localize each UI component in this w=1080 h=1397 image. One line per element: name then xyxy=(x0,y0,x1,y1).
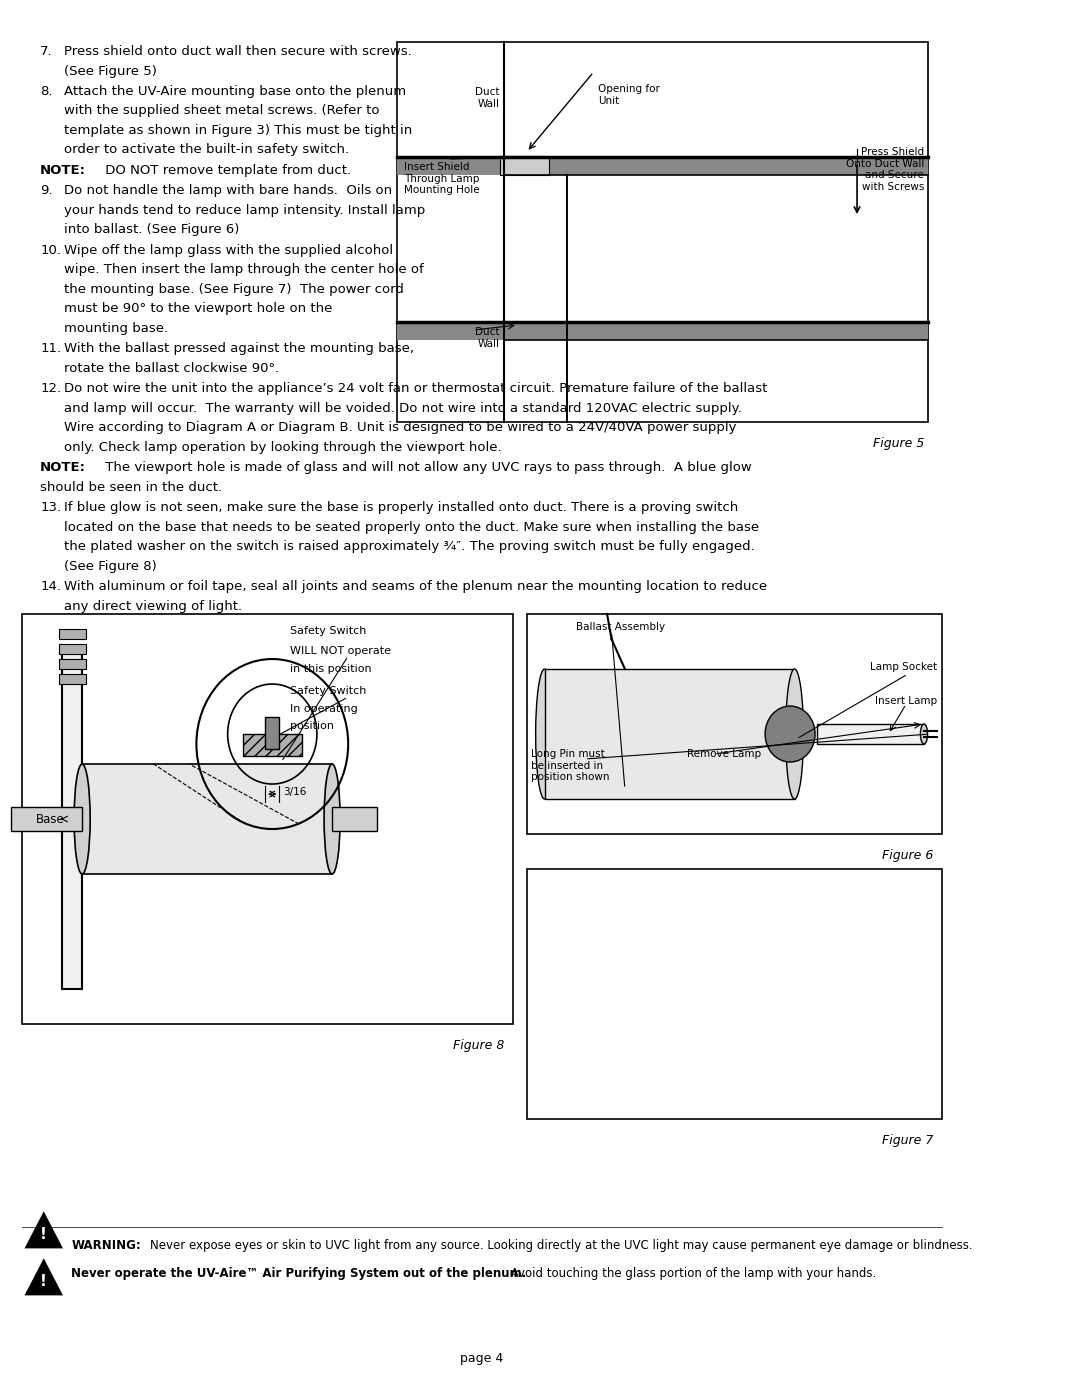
Text: mounting base.: mounting base. xyxy=(65,321,168,335)
Text: rotate the ballast clockwise 90°.: rotate the ballast clockwise 90°. xyxy=(65,362,280,374)
Text: 11.: 11. xyxy=(40,342,62,355)
Bar xyxy=(333,807,377,831)
Text: 14.: 14. xyxy=(40,580,62,594)
Bar xyxy=(544,669,795,799)
Text: in this position: in this position xyxy=(291,664,372,673)
Text: located on the base that needs to be seated properly onto the duct. Make sure wh: located on the base that needs to be sea… xyxy=(65,521,759,534)
FancyBboxPatch shape xyxy=(23,615,513,1024)
FancyBboxPatch shape xyxy=(527,869,942,1119)
Text: Figure 8: Figure 8 xyxy=(453,1039,504,1052)
Text: (See Figure 5): (See Figure 5) xyxy=(65,64,158,77)
Text: (See Figure 8): (See Figure 8) xyxy=(65,560,157,573)
Text: Ballast Assembly: Ballast Assembly xyxy=(576,622,665,631)
Bar xyxy=(11,807,82,831)
Text: Never expose eyes or skin to UVC light from any source. Looking directly at the : Never expose eyes or skin to UVC light f… xyxy=(150,1239,973,1252)
Text: Figure 7: Figure 7 xyxy=(881,1134,933,1147)
Text: 10.: 10. xyxy=(40,244,62,257)
Text: Remove Lamp: Remove Lamp xyxy=(688,749,761,759)
Text: position: position xyxy=(291,721,334,731)
FancyBboxPatch shape xyxy=(397,42,929,422)
Text: with the supplied sheet metal screws. (Refer to: with the supplied sheet metal screws. (R… xyxy=(65,105,380,117)
Text: 3/16: 3/16 xyxy=(283,787,307,798)
Bar xyxy=(266,717,280,749)
Text: Lamp Socket: Lamp Socket xyxy=(870,662,937,672)
Text: the plated washer on the switch is raised approximately ¾″. The proving switch m: the plated washer on the switch is raise… xyxy=(65,541,755,553)
Text: DO NOT remove template from duct.: DO NOT remove template from duct. xyxy=(100,163,351,177)
Text: !: ! xyxy=(40,1274,48,1289)
Text: Wipe off the lamp glass with the supplied alcohol: Wipe off the lamp glass with the supplie… xyxy=(65,244,393,257)
Text: page 4: page 4 xyxy=(460,1352,503,1365)
Polygon shape xyxy=(27,1214,60,1248)
Polygon shape xyxy=(27,1261,60,1294)
Ellipse shape xyxy=(75,764,90,875)
Text: 8.: 8. xyxy=(40,85,53,98)
Text: Base: Base xyxy=(36,813,65,826)
Text: any direct viewing of light.: any direct viewing of light. xyxy=(65,599,242,613)
Text: With the ballast pressed against the mounting base,: With the ballast pressed against the mou… xyxy=(65,342,415,355)
Text: order to activate the built-in safety switch.: order to activate the built-in safety sw… xyxy=(65,144,350,156)
Text: the mounting base. (See Figure 7)  The power cord: the mounting base. (See Figure 7) The po… xyxy=(65,284,404,296)
Bar xyxy=(243,733,301,756)
Text: Wire according to Diagram A or Diagram B. Unit is designed to be wired to a 24V/: Wire according to Diagram A or Diagram B… xyxy=(65,422,737,434)
Text: Insert Shield
Through Lamp
Mounting Hole: Insert Shield Through Lamp Mounting Hole xyxy=(404,162,480,196)
Bar xyxy=(59,644,85,654)
Bar xyxy=(59,673,85,685)
Text: Duct
Wall: Duct Wall xyxy=(475,327,500,349)
Text: 13.: 13. xyxy=(40,502,62,514)
Text: must be 90° to the viewport hole on the: must be 90° to the viewport hole on the xyxy=(65,302,333,316)
Text: !: ! xyxy=(40,1227,48,1242)
Ellipse shape xyxy=(785,669,804,799)
Text: With aluminum or foil tape, seal all joints and seams of the plenum near the mou: With aluminum or foil tape, seal all joi… xyxy=(65,580,768,594)
FancyBboxPatch shape xyxy=(500,156,549,175)
FancyBboxPatch shape xyxy=(397,156,929,175)
Text: Attach the UV-Aire mounting base onto the plenum: Attach the UV-Aire mounting base onto th… xyxy=(65,85,406,98)
Circle shape xyxy=(765,705,815,761)
Text: Figure 5: Figure 5 xyxy=(873,437,924,450)
FancyBboxPatch shape xyxy=(397,321,929,339)
Text: Never operate the UV-Aire™ Air Purifying System out of the plenum.: Never operate the UV-Aire™ Air Purifying… xyxy=(71,1267,527,1280)
Text: Press shield onto duct wall then secure with screws.: Press shield onto duct wall then secure … xyxy=(65,45,413,59)
Text: Safety Switch: Safety Switch xyxy=(291,686,366,696)
Text: Insert Lamp: Insert Lamp xyxy=(875,696,937,705)
Text: Avoid touching the glass portion of the lamp with your hands.: Avoid touching the glass portion of the … xyxy=(508,1267,876,1280)
FancyBboxPatch shape xyxy=(63,650,82,989)
Bar xyxy=(59,629,85,638)
Text: and lamp will occur.  The warranty will be voided. Do not wire into a standard 1: and lamp will occur. The warranty will b… xyxy=(65,402,742,415)
Text: The viewport hole is made of glass and will not allow any UVC rays to pass throu: The viewport hole is made of glass and w… xyxy=(100,461,752,475)
Text: 7.: 7. xyxy=(40,45,53,59)
Text: NOTE:: NOTE: xyxy=(40,461,86,475)
Text: only. Check lamp operation by looking through the viewport hole.: only. Check lamp operation by looking th… xyxy=(65,441,502,454)
Text: Safety Switch: Safety Switch xyxy=(291,626,366,636)
Text: 12.: 12. xyxy=(40,383,62,395)
Bar xyxy=(816,724,924,745)
Bar xyxy=(59,659,85,669)
Text: your hands tend to reduce lamp intensity. Install lamp: your hands tend to reduce lamp intensity… xyxy=(65,204,426,217)
Text: If blue glow is not seen, make sure the base is properly installed onto duct. Th: If blue glow is not seen, make sure the … xyxy=(65,502,739,514)
Text: Duct
Wall: Duct Wall xyxy=(475,87,500,109)
Ellipse shape xyxy=(324,764,340,875)
Text: Opening for
Unit: Opening for Unit xyxy=(598,84,660,106)
Text: WILL NOT operate: WILL NOT operate xyxy=(291,645,391,657)
Text: Press Shield
Onto Duct Wall
and Secure
with Screws: Press Shield Onto Duct Wall and Secure w… xyxy=(846,147,924,191)
Text: Long Pin must
be inserted in
position shown: Long Pin must be inserted in position sh… xyxy=(531,749,610,782)
FancyBboxPatch shape xyxy=(527,615,942,834)
Ellipse shape xyxy=(536,669,554,799)
Text: Figure 6: Figure 6 xyxy=(881,849,933,862)
Ellipse shape xyxy=(920,724,928,745)
Text: wipe. Then insert the lamp through the center hole of: wipe. Then insert the lamp through the c… xyxy=(65,264,424,277)
Text: Do not wire the unit into the appliance’s 24 volt fan or thermostat circuit. Pre: Do not wire the unit into the appliance’… xyxy=(65,383,768,395)
Text: into ballast. (See Figure 6): into ballast. (See Figure 6) xyxy=(65,224,240,236)
Text: In operating: In operating xyxy=(291,704,357,714)
Text: WARNING:: WARNING: xyxy=(71,1239,141,1252)
Text: Do not handle the lamp with bare hands.  Oils on: Do not handle the lamp with bare hands. … xyxy=(65,184,392,197)
Text: should be seen in the duct.: should be seen in the duct. xyxy=(40,481,222,493)
Text: template as shown in Figure 3) This must be tight in: template as shown in Figure 3) This must… xyxy=(65,124,413,137)
Bar xyxy=(82,764,333,875)
Text: 9.: 9. xyxy=(40,184,53,197)
Text: NOTE:: NOTE: xyxy=(40,163,86,177)
